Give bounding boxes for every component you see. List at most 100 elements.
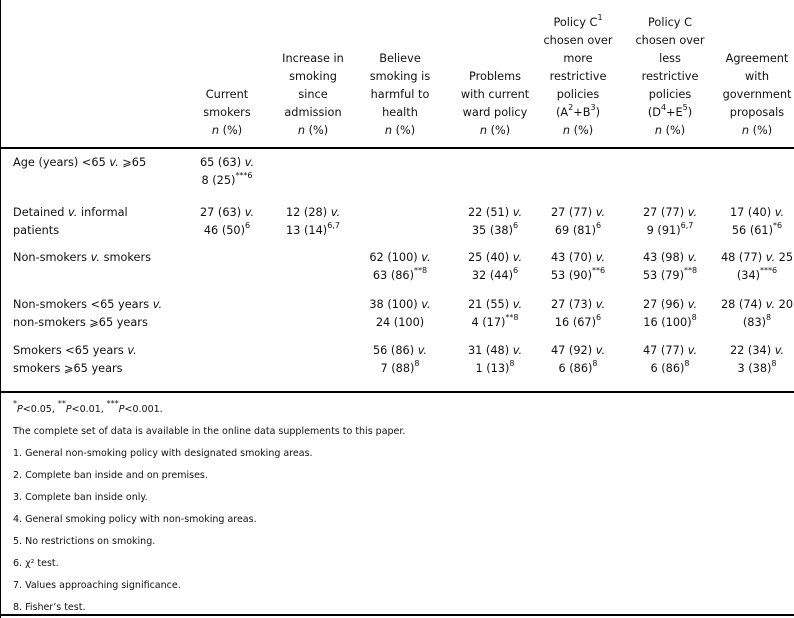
superscript: **8 <box>505 313 519 322</box>
text-line: Problems <box>461 68 529 86</box>
table-cell: 25 (40) v. 32 (44)6 <box>468 249 522 285</box>
text-line: government <box>723 86 792 104</box>
footnote: 5. No restrictions on smoking. <box>13 536 155 548</box>
text-segment: 27 (73) <box>550 298 596 311</box>
text-segment: (%) <box>570 124 594 137</box>
text-segment: Policy C <box>553 16 598 29</box>
text-segment: 3 (38) <box>737 362 772 375</box>
text-segment: 7 (88) <box>380 362 415 375</box>
text-segment: proposals <box>729 106 785 119</box>
text-segment: Non-smokers <box>13 251 91 264</box>
table-cell: 27 (77) v. 69 (81)6 <box>551 204 605 240</box>
text-segment: 6 (86) <box>650 362 685 375</box>
text-segment: 16 (67) <box>554 316 597 329</box>
text-line: 6 (86)8 <box>551 360 605 378</box>
table-cell: 28 (74) v. 20 (83)8 <box>721 296 793 332</box>
text-segment: Believe <box>379 52 421 65</box>
italic-text: v. <box>152 298 163 311</box>
table-cell: 21 (55) v. 4 (17)**8 <box>468 296 522 332</box>
italic-text: P <box>17 404 23 415</box>
text-segment: 25 <box>775 251 794 264</box>
text-segment: Problems <box>468 70 522 83</box>
italic-text: n <box>211 124 220 137</box>
text-line: 27 (73) v. <box>551 296 605 314</box>
text-segment: +B <box>573 106 591 119</box>
text-line: 43 (70) v. <box>551 249 605 267</box>
italic-text: n <box>479 124 488 137</box>
text-segment: 22 (51) <box>467 206 513 219</box>
text-line: Age (years) <65 v. ⩾65 <box>13 154 146 172</box>
text-segment: restrictive <box>549 70 607 83</box>
text-line: less <box>635 50 704 68</box>
text-line: Smokers <65 years v. <box>13 342 137 360</box>
italic-text: v. <box>595 206 606 219</box>
text-line: harmful to <box>370 86 430 104</box>
text-segment: chosen over <box>543 34 613 47</box>
italic-text: v. <box>765 298 776 311</box>
superscript: 6,7 <box>680 221 694 230</box>
text-segment: 25 (40) <box>467 251 513 264</box>
text-line: 3 (38)8 <box>730 360 784 378</box>
text-line: 7 (88)8 <box>373 360 427 378</box>
text-segment: (%) <box>662 124 686 137</box>
italic-text: v. <box>244 206 255 219</box>
text-segment: chosen over <box>635 34 705 47</box>
text-segment: 63 (86) <box>372 269 415 282</box>
text-segment: 47 (92) <box>550 344 596 357</box>
table-cell: 56 (86) v. 7 (88)8 <box>373 342 427 378</box>
superscript: 8 <box>684 359 690 368</box>
text-segment: 7. Values approaching significance. <box>13 580 181 591</box>
text-segment: 4 (17) <box>471 316 506 329</box>
italic-text: P <box>65 404 72 415</box>
text-line: restrictive <box>543 68 612 86</box>
italic-text: v. <box>244 156 255 169</box>
text-segment: +E <box>666 106 683 119</box>
text-line: since <box>282 86 344 104</box>
text-segment: <0.001. <box>124 404 163 415</box>
table-cell: 27 (73) v. 16 (67)6 <box>551 296 605 332</box>
text-segment: smokers ⩾65 years <box>13 362 123 375</box>
superscript: ***6 <box>760 266 778 275</box>
italic-text: v. <box>595 298 606 311</box>
superscript: 8 <box>414 359 420 368</box>
text-segment: 13 (14) <box>286 224 328 237</box>
text-line: n (%) <box>461 122 529 140</box>
superscript: 4 <box>660 103 667 112</box>
text-line: admission <box>282 104 344 122</box>
superscript: 8 <box>766 313 772 322</box>
text-segment: <0.05, <box>22 404 58 415</box>
superscript: * <box>13 399 17 408</box>
table-cell: 48 (77) v. 25 (34)***6 <box>721 249 793 285</box>
text-line: 62 (100) v. <box>369 249 430 267</box>
text-segment: 38 (100) <box>369 298 422 311</box>
text-segment: non-smokers ⩾65 years <box>13 316 148 329</box>
italic-text: v. <box>417 344 428 357</box>
text-segment: 6 (86) <box>558 362 593 375</box>
italic-text: v. <box>687 344 698 357</box>
text-line: 22 (51) v. <box>468 204 522 222</box>
row-label: Age (years) <65 v. ⩾65 <box>13 154 146 172</box>
text-line: (A2+B3) <box>543 104 612 122</box>
text-segment: 12 (28) <box>285 206 331 219</box>
table-cell: 47 (77) v. 6 (86)8 <box>643 342 697 378</box>
text-line: smoking <box>282 68 344 86</box>
text-segment: (D <box>647 106 661 119</box>
text-segment: 53 (90) <box>550 269 593 282</box>
text-segment: The complete set of data is available in… <box>13 426 406 437</box>
text-segment: 27 (77) <box>642 206 688 219</box>
text-line: smokers <box>203 104 250 122</box>
text-line: Non-smokers v. smokers <box>13 249 151 267</box>
footnote: 3. Complete ban inside only. <box>13 492 148 504</box>
text-line: 63 (86)**8 <box>369 267 430 285</box>
text-segment: smoking <box>289 70 337 83</box>
text-line: 25 (40) v. <box>468 249 522 267</box>
text-line: n (%) <box>282 122 344 140</box>
text-line: policies <box>543 86 612 104</box>
text-segment: (%) <box>749 124 773 137</box>
text-segment: 16 (100) <box>643 316 692 329</box>
text-line: Current <box>203 86 250 104</box>
text-segment: 6. χ² test. <box>13 558 59 569</box>
text-line: 47 (92) v. <box>551 342 605 360</box>
text-segment: harmful to <box>370 88 430 101</box>
italic-text: v. <box>687 206 698 219</box>
